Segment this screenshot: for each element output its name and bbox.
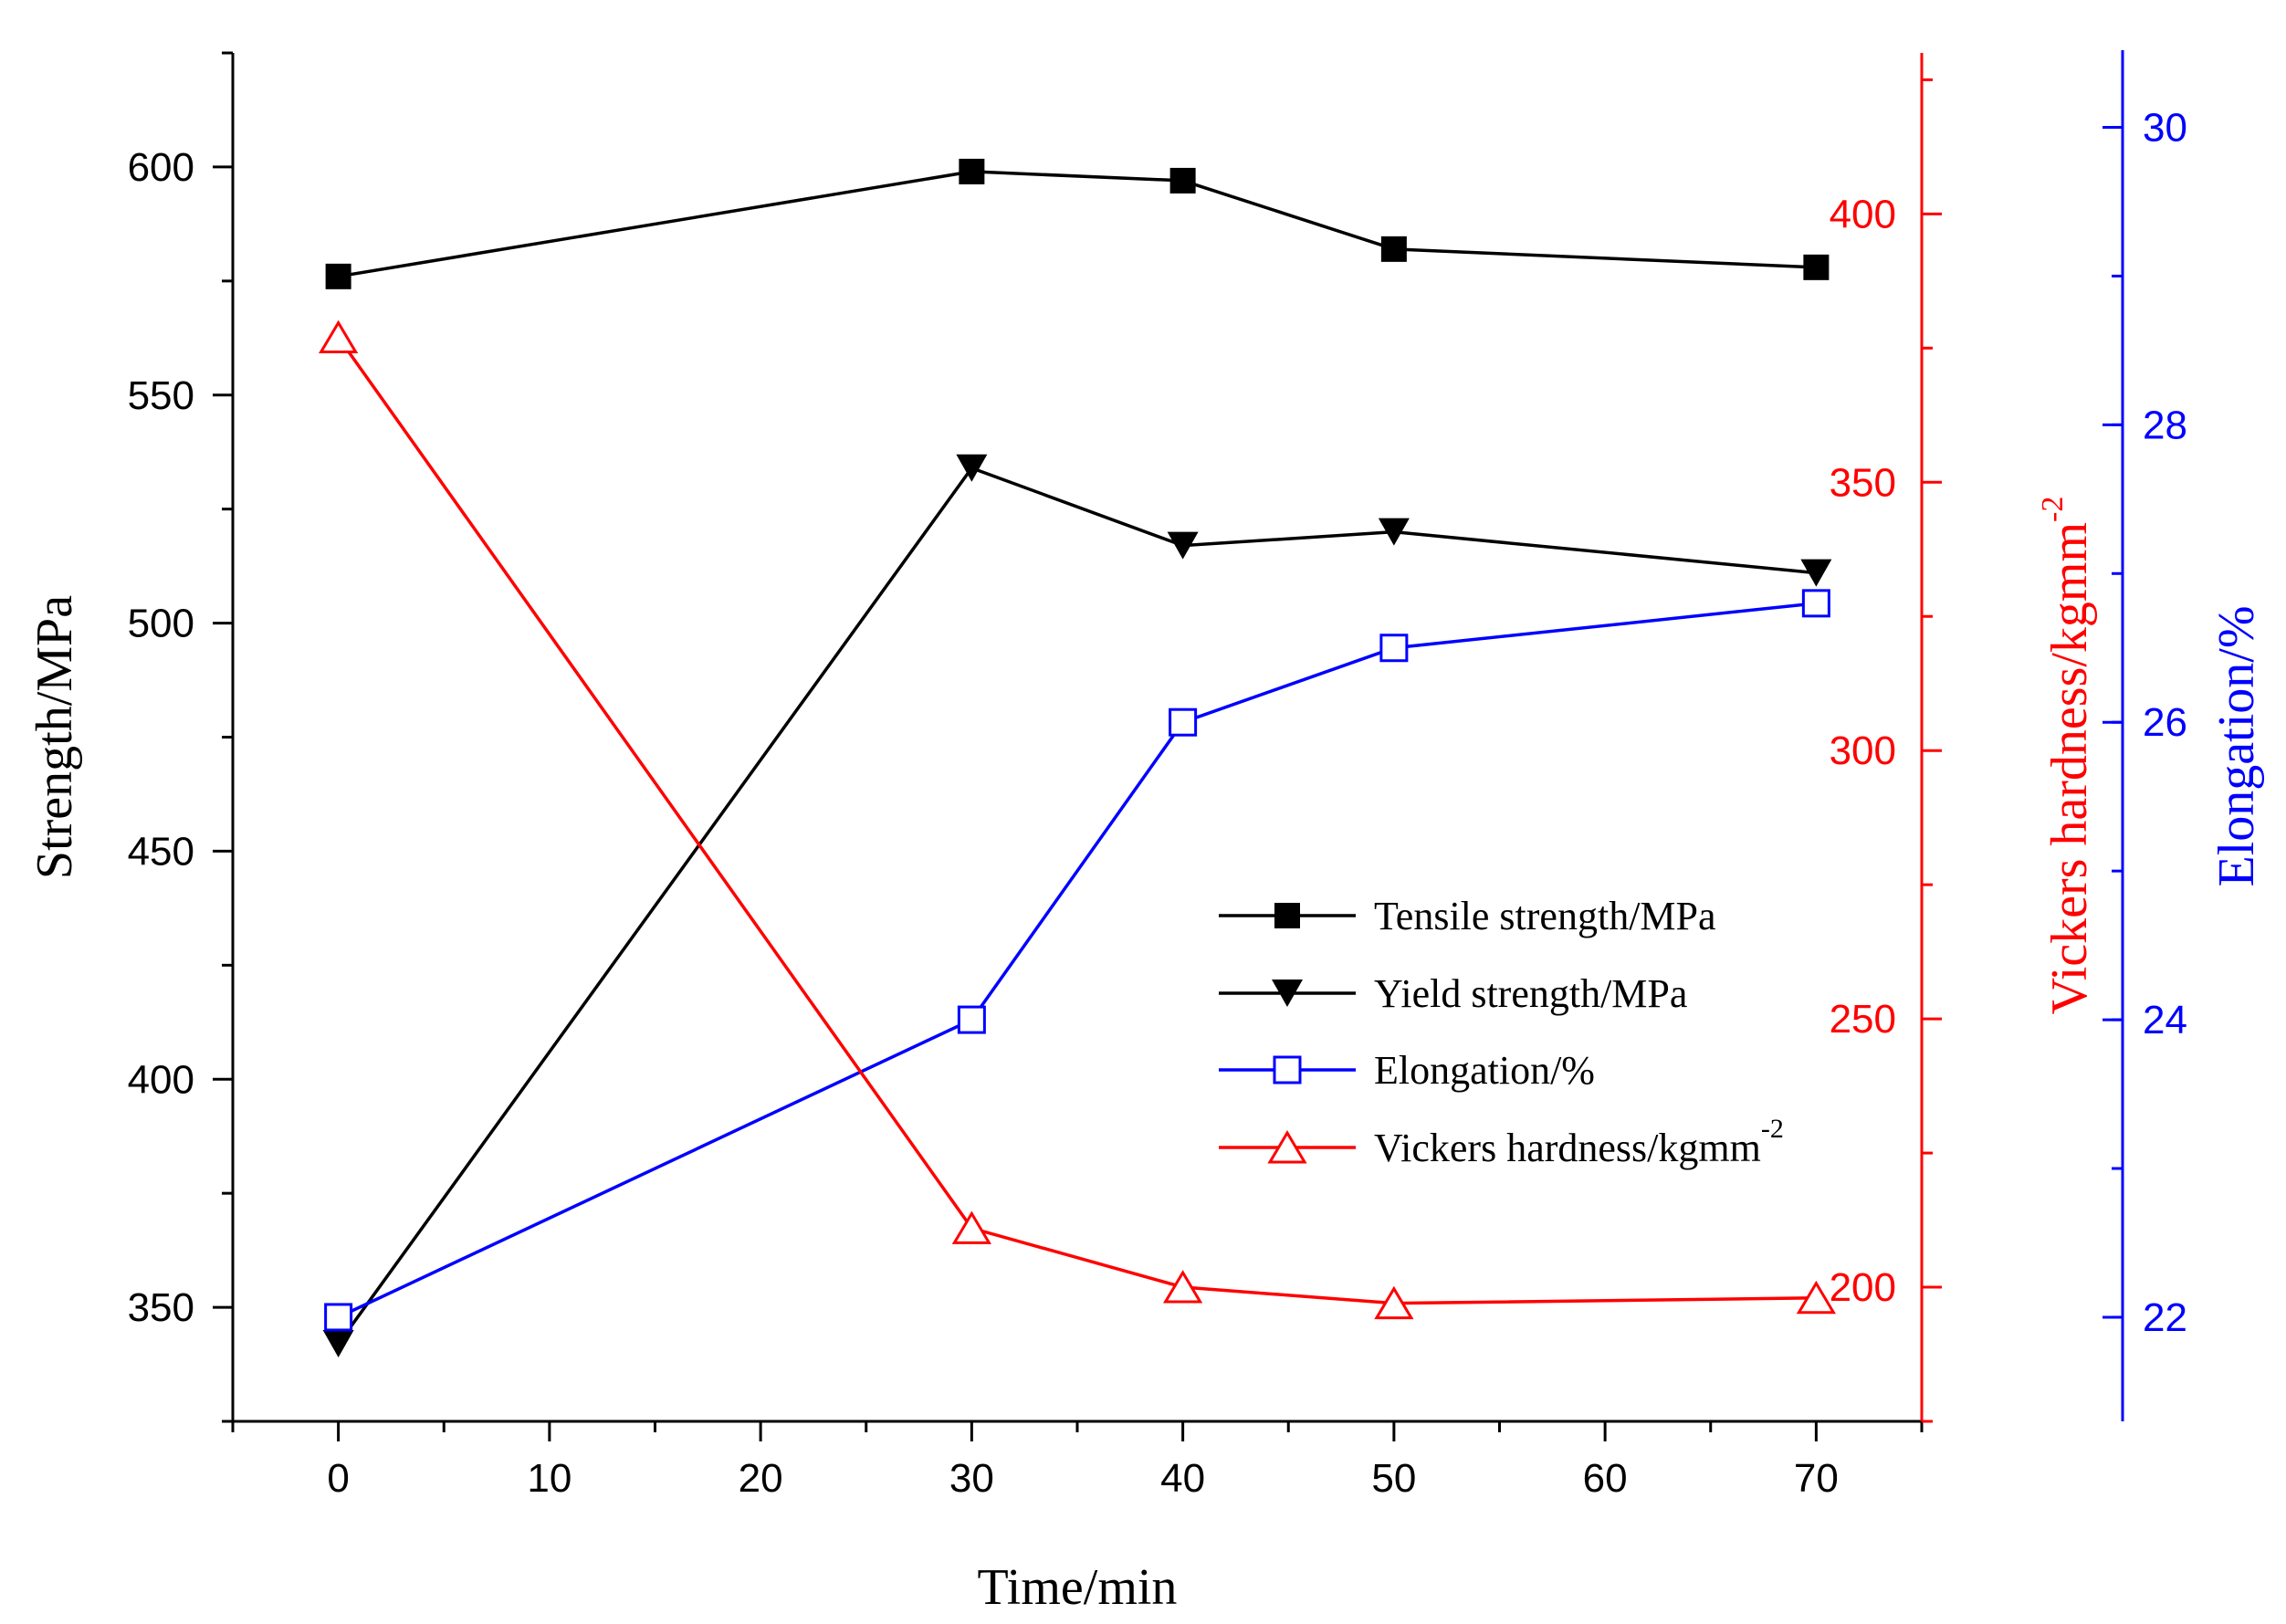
left-axis-title: Strength/MPa: [26, 595, 83, 879]
data-point: [956, 454, 988, 482]
legend-entry: Tensile strength/MPa: [1219, 894, 1716, 938]
series-yield-strength-mpa: [322, 454, 1832, 1358]
legend-label: Yield strength/MPa: [1374, 971, 1687, 1016]
legend-entry: Yield strength/MPa: [1219, 971, 1687, 1016]
data-point: [1800, 559, 1832, 587]
red-tick-label: 300: [1830, 728, 1896, 773]
legend-label-text: Tensile strength/MPa: [1374, 894, 1716, 938]
series-elongation: [324, 589, 1830, 1332]
x-tick-label: 10: [527, 1456, 572, 1501]
red-tick-label: 400: [1830, 192, 1896, 236]
blue-tick-label: 26: [2143, 700, 2187, 745]
data-point: [1169, 707, 1198, 737]
left-tick-label: 500: [128, 602, 194, 646]
x-tick-label: 60: [1583, 1456, 1628, 1501]
left-tick-label: 450: [128, 829, 194, 874]
data-point: [318, 320, 359, 354]
data-point: [1167, 531, 1199, 560]
left-tick-label: 550: [128, 373, 194, 418]
x-tick-label: 50: [1371, 1456, 1416, 1501]
left-tick-label: 350: [128, 1285, 194, 1330]
legend-marker: [1274, 903, 1300, 928]
red-tick-label: 250: [1830, 997, 1896, 1042]
series-line: [337, 602, 1817, 1319]
data-point: [1380, 236, 1407, 262]
legend-entry: Elongation/%: [1219, 1048, 1595, 1093]
data-point: [957, 1005, 986, 1034]
data-point: [959, 158, 985, 184]
data-point: [1169, 167, 1196, 194]
left-tick-label: 400: [128, 1057, 194, 1102]
legend-label-text: Vickers hardness/kgmm: [1374, 1126, 1761, 1170]
x-tick-label: 0: [327, 1456, 349, 1501]
x-tick-label: 70: [1794, 1456, 1839, 1501]
data-point: [1374, 1285, 1414, 1320]
red-tick-label: 350: [1830, 460, 1896, 505]
red-axis-title-text: Vickers hardness/kgmm: [2041, 522, 2098, 1014]
legend-label: Elongation/%: [1374, 1048, 1595, 1093]
legend-label: Tensile strength/MPa: [1374, 894, 1716, 938]
blue-tick-label: 30: [2143, 105, 2187, 150]
x-tick-label: 30: [949, 1456, 994, 1501]
left-tick-label: 600: [128, 145, 194, 190]
data-point: [325, 263, 351, 289]
data-point: [1803, 254, 1830, 280]
data-point: [1379, 634, 1409, 663]
legend-marker: [1267, 1130, 1307, 1164]
data-point: [1796, 1280, 1837, 1315]
legend-label-text: Yield strength/MPa: [1374, 971, 1687, 1016]
blue-tick-label: 22: [2143, 1295, 2187, 1340]
legend-entry: Vickers hardness/kgmm-2: [1219, 1114, 1784, 1170]
legend-label-text: Elongation/%: [1374, 1048, 1595, 1093]
data-point: [951, 1210, 992, 1244]
red-axis-title-superscript: -2: [2036, 497, 2070, 522]
series-tensile-strength-mpa: [325, 158, 1830, 289]
blue-tick-label: 24: [2143, 998, 2187, 1043]
legend-label-superscript: -2: [1761, 1114, 1784, 1144]
series-vickers-hardness-kgmm: [318, 320, 1837, 1320]
series-line: [338, 170, 1817, 278]
data-point: [324, 1303, 353, 1332]
blue-tick-label: 28: [2143, 403, 2187, 447]
axes-layer: 0 10 20 30 40 50 60 70 Time/min 350 400 450 500 550 60…: [26, 50, 2265, 1616]
blue-axis-title: Elongation/%: [2208, 606, 2265, 887]
x-axis-title: Time/min: [978, 1559, 1178, 1616]
x-tick-label: 20: [739, 1456, 783, 1501]
data-point: [1801, 589, 1830, 618]
data-point: [1162, 1270, 1203, 1304]
data-point: [322, 1330, 354, 1358]
series-layer: [318, 158, 1837, 1358]
red-tick-label: 200: [1830, 1265, 1896, 1310]
legend-marker: [1272, 980, 1303, 1007]
x-tick-label: 40: [1160, 1456, 1205, 1501]
legend-marker: [1273, 1055, 1302, 1084]
data-point: [1378, 518, 1410, 546]
legend-label: Vickers hardness/kgmm-2: [1374, 1114, 1784, 1170]
legend: Tensile strength/MPa Yield strength/MPa El…: [1219, 894, 1784, 1170]
red-axis-title: Vickers hardness/kgmm-2: [2036, 497, 2098, 1015]
